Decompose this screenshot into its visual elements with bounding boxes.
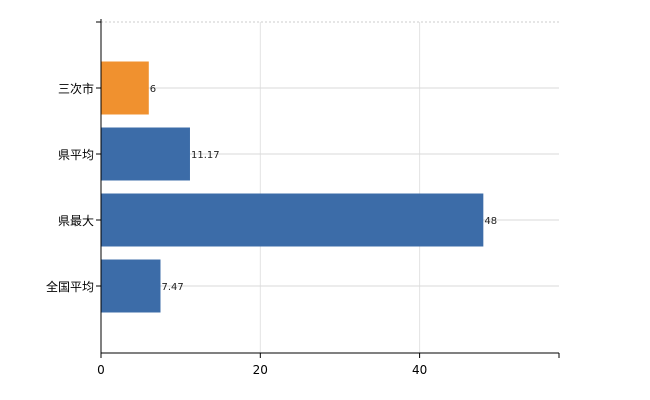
- data-label: 6: [150, 84, 156, 95]
- x-tick-label: 20: [253, 363, 268, 377]
- grid-lines: [101, 21, 559, 353]
- axes: [96, 19, 560, 358]
- y-tick-label: 全国平均: [46, 279, 94, 294]
- y-tick-label: 県平均: [58, 148, 94, 162]
- y-tick-label: 県最大: [58, 214, 94, 228]
- x-tick-label: 0: [97, 363, 105, 377]
- bar: [101, 127, 190, 181]
- bar: [101, 259, 161, 313]
- y-tick-label: 三次市: [58, 81, 94, 96]
- data-label: 11.17: [191, 150, 220, 161]
- bars: [101, 61, 484, 313]
- data-label: 48: [484, 216, 497, 227]
- x-tick-label: 40: [412, 363, 427, 377]
- data-label: 7.47: [162, 282, 184, 293]
- bar: [101, 61, 149, 115]
- bar: [101, 193, 484, 247]
